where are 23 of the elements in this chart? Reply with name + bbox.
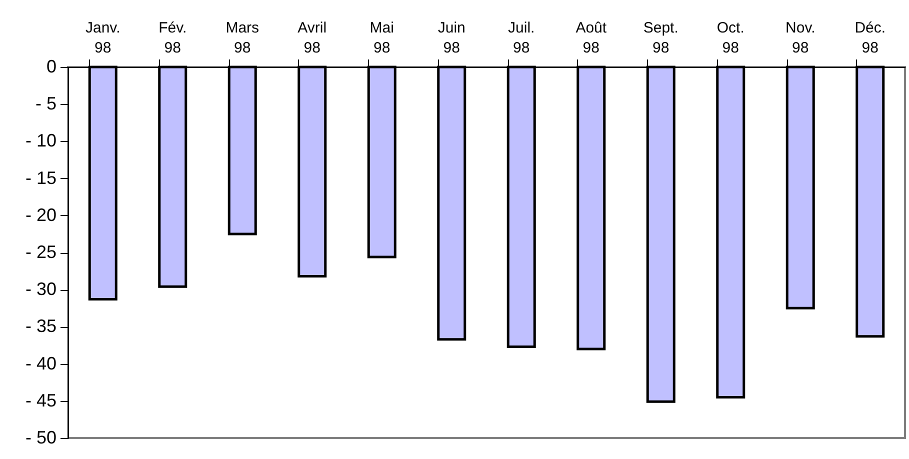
- y-tick-label: - 45: [25, 390, 56, 410]
- x-tick-label: Déc. 98: [854, 20, 886, 56]
- x-tick-label: Juin 98: [438, 20, 466, 56]
- y-tick-label: - 5: [35, 94, 56, 114]
- x-tick-label: Août 98: [576, 20, 608, 56]
- x-tick-label: Juil. 98: [508, 20, 535, 56]
- y-tick-label: - 25: [25, 242, 56, 262]
- x-tick-label: Nov. 98: [786, 20, 816, 56]
- y-tick-label: - 50: [25, 428, 56, 448]
- y-tick-label: - 20: [25, 204, 56, 225]
- x-tick-label: Oct. 98: [716, 20, 744, 56]
- y-tick-label: - 40: [25, 353, 56, 374]
- x-tick-label: Mars 98: [226, 20, 260, 56]
- y-tick-label: - 30: [25, 279, 56, 300]
- x-tick-label: Sept. 98: [643, 20, 678, 56]
- x-tick-label: Avril 98: [298, 20, 327, 56]
- x-tick-label: Mai 98: [370, 20, 394, 56]
- y-tick-label: - 15: [25, 168, 56, 188]
- y-tick-label: - 35: [25, 316, 56, 336]
- x-tick-label: Fév. 98: [158, 20, 187, 56]
- x-tick-label: Janv. 98: [86, 20, 120, 56]
- y-tick-label: 0: [46, 56, 56, 76]
- y-tick-label: - 10: [25, 130, 56, 151]
